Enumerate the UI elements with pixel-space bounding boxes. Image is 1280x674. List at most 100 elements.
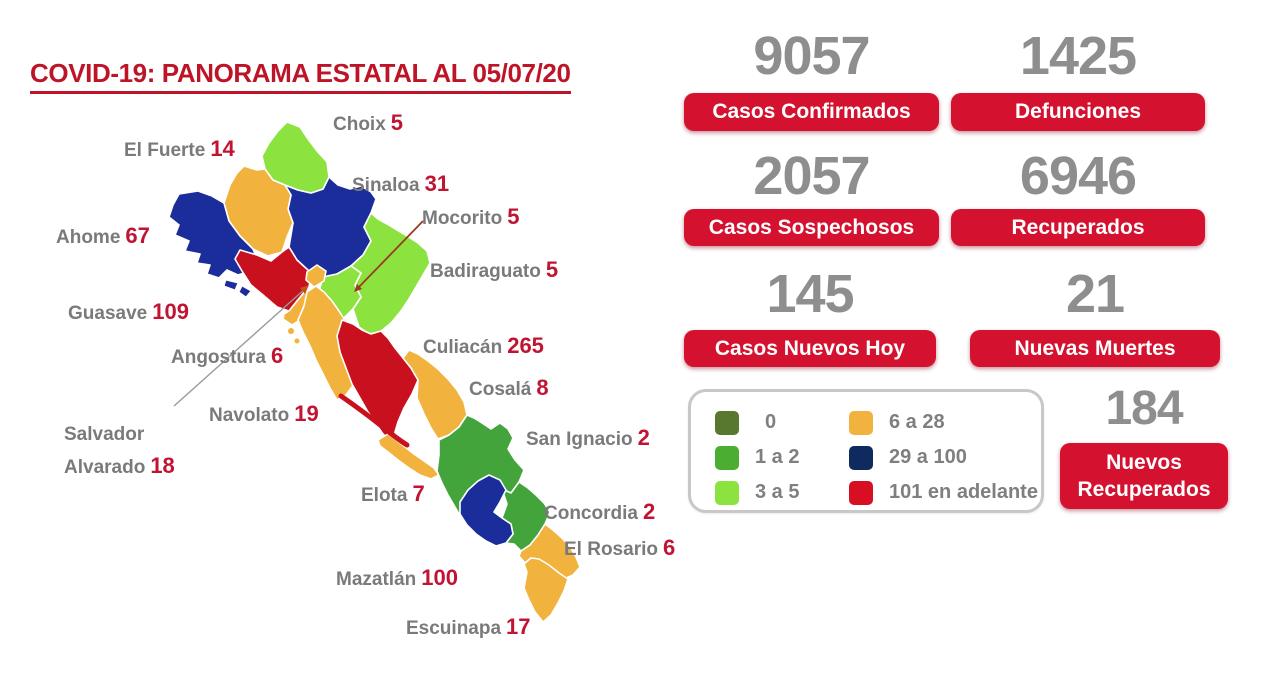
salvador-alvarado-pointer-line (173, 287, 307, 407)
stat-value-casos_sospechosos: 2057 (753, 146, 870, 206)
legend-swatch (715, 480, 739, 505)
municipality-name: Angostura (171, 347, 266, 368)
islet-shape (288, 328, 294, 334)
stat-pill-nuevos_recuperados: Nuevos Recuperados (1060, 443, 1228, 509)
municipality-case-count: 5 (390, 110, 404, 135)
legend-label: 101 en adelante (889, 481, 1038, 503)
mocorito-pointer-line (356, 220, 424, 290)
municipality-name: Elota (361, 485, 408, 506)
map-label-el_rosario: El Rosario 6 (564, 535, 675, 562)
map-label-el_fuerte: El Fuerte 14 (124, 136, 235, 163)
island-shape (223, 279, 239, 291)
legend-swatch (849, 410, 873, 435)
map-label-sinaloa_mun: Sinaloa 31 (352, 171, 449, 198)
region-escuinapa (523, 557, 569, 623)
map-label-salvador_alvarado: Salvador Alvarado 18 (64, 419, 175, 483)
map-label-escuinapa: Escuinapa 17 (406, 614, 531, 641)
map-regions (168, 121, 581, 623)
municipality-name: Ahome (56, 227, 121, 248)
map-label-angostura: Angostura 6 (171, 343, 283, 370)
legend-label: 6 a 28 (889, 411, 945, 433)
map-label-badiraguato: Badiraguato 5 (430, 257, 558, 284)
municipality-case-count: 2 (642, 499, 656, 524)
municipality-case-count: 14 (210, 136, 235, 161)
legend-box: 0 1 a 2 3 a 5 6 a 28 29 a 100 101 en adelant… (688, 389, 1044, 513)
municipality-case-count: 6 (662, 535, 676, 560)
region-elota (377, 433, 440, 480)
stat-pill-recuperados: Recuperados (951, 209, 1205, 246)
stat-pill-defunciones: Defunciones (951, 93, 1205, 131)
island-shape (238, 285, 252, 298)
municipality-case-count: 6 (271, 343, 284, 368)
legend-label: 3 a 5 (755, 481, 800, 503)
legend-item-3-a-5: 3 a 5 (715, 475, 849, 510)
map-label-cosala: Cosalá 8 (469, 375, 549, 402)
legend-item-1-a-2: 1 a 2 (715, 440, 849, 475)
municipality-case-count: 7 (412, 481, 425, 506)
islet-shape (294, 338, 300, 344)
municipality-case-count: 17 (506, 614, 531, 639)
municipality-case-count: 2 (637, 425, 650, 450)
salvador-alvarado-pointer-arrowhead (300, 285, 309, 294)
legend-column-1: 0 1 a 2 3 a 5 (715, 405, 849, 510)
region-mazatlan (459, 474, 514, 547)
region-choix (261, 121, 330, 194)
municipality-name: Cosalá (469, 379, 532, 400)
legend-swatch (715, 410, 739, 435)
municipality-name: Navolato (209, 405, 290, 426)
municipality-case-count: 265 (507, 333, 544, 358)
stat-pill-casos_confirmados: Casos Confirmados (684, 93, 939, 131)
municipality-case-count: 67 (125, 223, 150, 248)
map-label-culiacan: Culiacán 265 (423, 333, 544, 360)
stat-value-defunciones: 1425 (1019, 26, 1137, 86)
map-label-mocorito: Mocorito 5 (422, 204, 519, 231)
map-label-ahome: Ahome 67 (56, 223, 150, 250)
municipality-name: El Rosario (564, 539, 658, 560)
legend-item-0: 0 (715, 405, 849, 440)
municipality-name: Badiraguato (430, 261, 541, 282)
map-label-san_ignacio: San Ignacio 2 (526, 425, 650, 452)
municipality-name: Mazatlán (336, 569, 417, 590)
stat-pill-nuevas_muertes: Nuevas Muertes (970, 330, 1220, 367)
stat-value-casos_nuevos_hoy: 145 (766, 264, 854, 324)
map-label-elota: Elota 7 (361, 481, 425, 508)
sinaloa-choropleth-map (168, 121, 581, 623)
municipality-case-count: 100 (421, 565, 458, 590)
map-label-concordia: Concordia 2 (544, 499, 655, 526)
municipality-case-count: 5 (545, 257, 559, 282)
municipality-name: Culiacán (423, 337, 503, 358)
legend-label: 29 a 100 (889, 446, 967, 468)
municipality-case-count: 8 (536, 375, 549, 400)
region-ahome (168, 190, 258, 279)
map-label-navolato: Navolato 19 (209, 401, 319, 428)
legend-item-101-en-adelante: 101 en adelante (849, 475, 1038, 510)
map-label-guasave: Guasave 109 (68, 299, 189, 326)
municipality-name: El Fuerte (124, 140, 206, 161)
stat-value-nuevas_muertes: 21 (1065, 264, 1125, 324)
region-culiacan (336, 319, 419, 443)
region-cosala (402, 349, 468, 440)
coastal-peninsula-shape (338, 393, 410, 448)
page-title: COVID-19: PANORAMA ESTATAL AL 05/07/20 (30, 58, 571, 94)
municipality-name: Mocorito (422, 208, 503, 229)
municipality-case-count: 18 (150, 453, 175, 478)
municipality-name: Escuinapa (406, 618, 502, 639)
municipality-name: Concordia (544, 503, 638, 524)
legend-swatch (849, 445, 873, 470)
municipality-name: Salvador Alvarado (64, 424, 146, 478)
municipality-case-count: 5 (507, 204, 520, 229)
municipality-name: Sinaloa (352, 175, 420, 196)
stat-value-recuperados: 6946 (1019, 146, 1137, 206)
map-label-choix: Choix 5 (333, 110, 403, 137)
municipality-name: Guasave (68, 303, 148, 324)
stat-value-casos_confirmados: 9057 (753, 26, 870, 86)
mocorito-pointer-arrowhead (354, 284, 362, 292)
legend-label: 1 a 2 (755, 446, 800, 468)
municipality-case-count: 19 (294, 401, 319, 426)
legend-label: 0 (765, 411, 777, 433)
municipality-name: San Ignacio (526, 429, 633, 450)
legend-swatch (715, 445, 739, 470)
map-label-mazatlan: Mazatlán 100 (336, 565, 458, 592)
region-salvador_alvarado (305, 264, 327, 288)
